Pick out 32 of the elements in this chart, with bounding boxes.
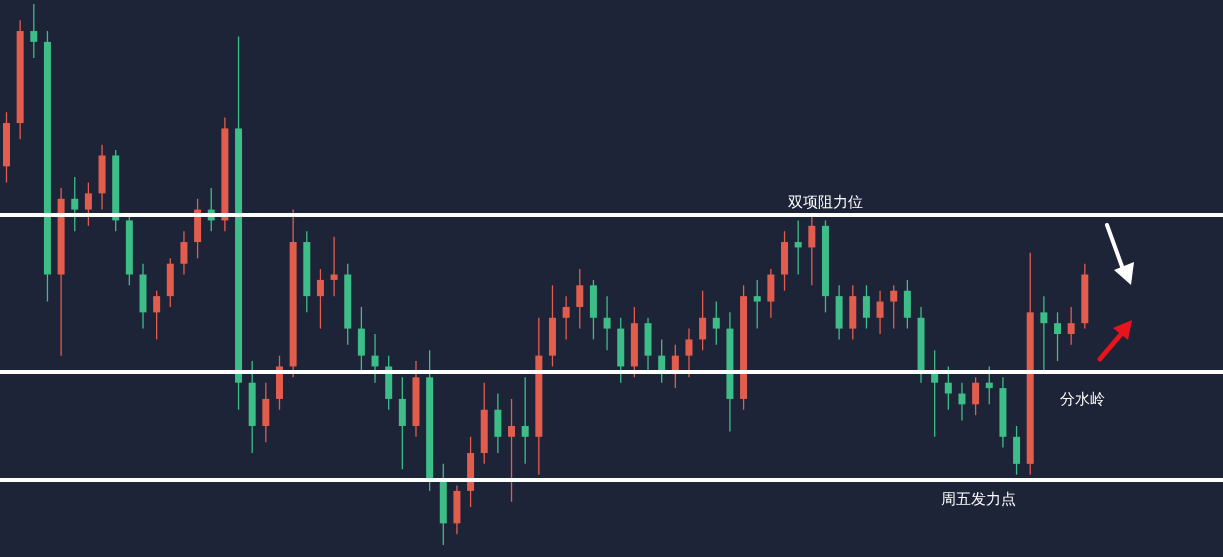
candlestick — [753, 279, 761, 330]
ref-line-label: 周五发力点 — [940, 490, 1016, 509]
candlestick — [985, 365, 993, 405]
candlestick — [862, 284, 870, 330]
candlestick — [944, 365, 952, 411]
candlestick — [712, 300, 720, 346]
candlestick — [521, 376, 529, 465]
candlestick — [876, 290, 884, 335]
candlestick — [371, 333, 379, 384]
candlestick — [1067, 306, 1075, 346]
candlestick — [794, 219, 802, 276]
candlestick — [562, 295, 570, 341]
candlestick — [603, 295, 611, 351]
candlestick — [508, 398, 516, 503]
candlestick — [71, 176, 79, 232]
candlestick — [576, 268, 584, 330]
candlestick — [699, 290, 707, 351]
ref-line-label: 分水岭 — [1059, 389, 1105, 408]
candlestick — [958, 382, 966, 422]
candlestick — [972, 376, 980, 416]
candlestick — [84, 181, 92, 227]
candlestick — [316, 268, 324, 330]
candlestick — [153, 290, 161, 341]
candlestick — [330, 235, 338, 297]
candlestick — [808, 214, 816, 286]
candlestick — [890, 284, 898, 330]
candlestick — [685, 327, 693, 378]
candlestick — [1054, 311, 1062, 362]
candlestick — [180, 230, 188, 276]
candlestick — [30, 4, 38, 59]
ref-line-label: 双项阻力位 — [788, 192, 864, 211]
candlestick — [1040, 295, 1048, 373]
